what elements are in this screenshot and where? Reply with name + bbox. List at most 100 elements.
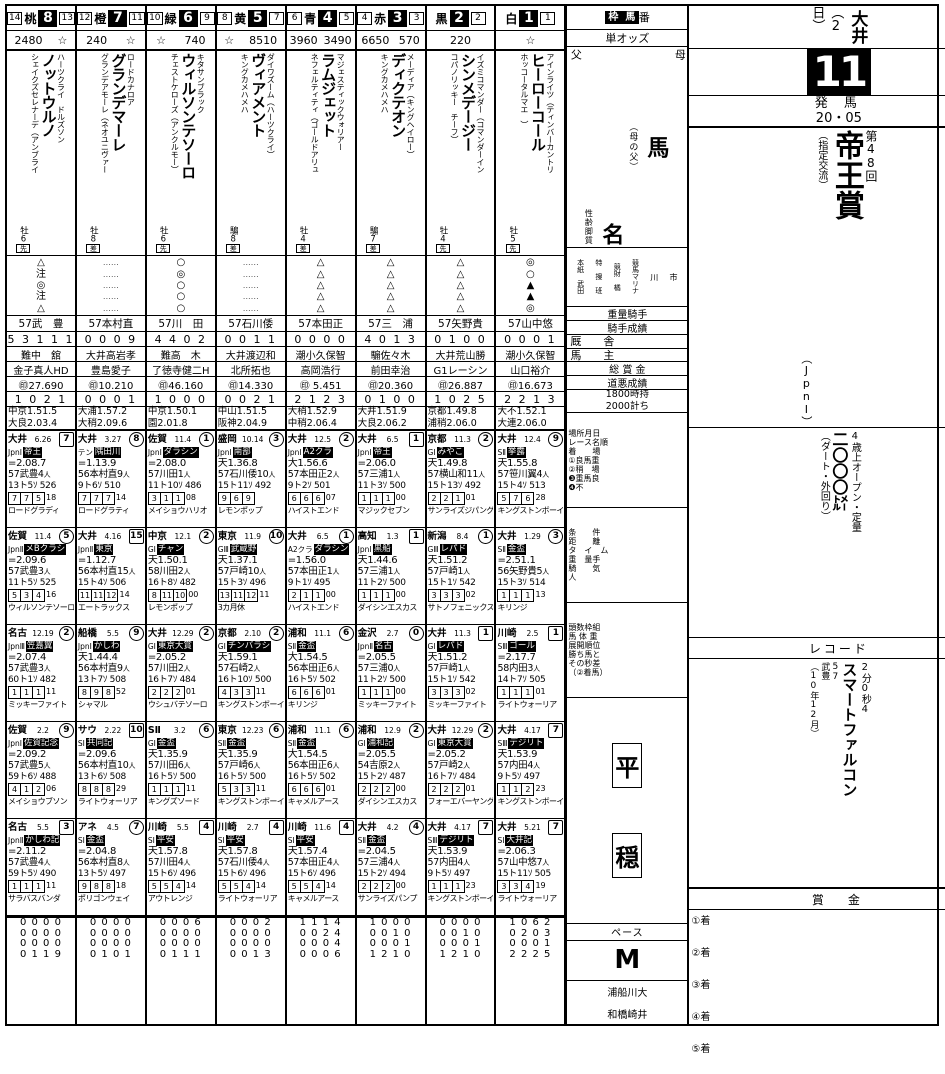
prediction-mark: ‥‥‥ [242,258,259,268]
sire-name: マジェスティックウォリアー [336,53,346,151]
past-race-winner: ダイシンエスカス [357,603,418,612]
past-race-block[interactable]: 大井 6.5 1 JpnⅠ 帝王 =2.06.0 57三浦1人 11ト3ｿ 500 1 1 1 00 マ… [356,431,425,528]
past-race-block[interactable]: 川崎 2.5 1 SⅢ ゴール =2.17.7 58内田3人 14ト7ｿ 505 1 1 1 01 ライ… [496,625,565,722]
past-race-block[interactable]: 大井 4.2 4 SⅡ 金盃 =2.04.5 57三浦4人 15ト2ｿ 494 2 2 2 00 サンラ… [356,819,425,916]
past-race-block[interactable]: 京都 11.3 2 GⅠ みやこ 天1.49.8 57横山和11人 15ト13ｿ 492 2 2 1… [426,431,495,528]
prediction-marks: ‥‥‥ ‥‥‥ ‥‥‥ ‥‥‥ ‥‥‥ [216,256,285,316]
prediction-mark: △ [386,302,395,314]
past-race-head: SⅡ 3.2 6 [148,723,214,738]
past-race-date: 12.5 [314,435,331,444]
past-race-corner: 2 [171,686,185,699]
past-race-block[interactable]: サウ 2.22 10 SⅠ 共同記 =2.09.6 56本村直10人 13ト6ｿ 508 8 8 8… [76,722,145,819]
past-race-block[interactable]: 東京 12.23 6 SⅡ 金盃 天1.35.9 57戸崎6人 16ト5ｿ 500 5 3 3 11 キ… [216,722,285,819]
past-race-block[interactable]: 金沢 2.7 0 JpnⅡ 名古 =2.05.5 57三浦0人 11ト2ｿ 500 1 1 1 00 ミ… [356,625,425,722]
past-race-block[interactable]: 東京 11.9 10 GⅢ 武蔵野 天1.37.1 57戸崎10人 15ト3ｿ 496 13 11… [216,528,285,625]
hist-label-14: 馬 体 重 [568,632,598,642]
past-race-block[interactable]: 名古 12.19 2 JpnⅢ 笠嘉翼 =2.07.4 57武豊3人 60ト1ｿ 482 1 1 1… [7,625,75,722]
past-race-block[interactable]: 佐賀 2.2 9 JpnⅠ 佐賀記念 =2.09.2 57武豊5人 59ト6ｿ 488 4 1 2 0… [7,722,75,819]
past-race-time: 天1.35.9 [217,749,258,760]
past-race-date: 2.5 [526,629,539,638]
horse-column[interactable]: 14 桃 8 13 2480 ☆ ハーツクライ ドルズソン ノットウルノ シェイクズセレナーデ（… [7,6,77,1024]
past-race-block[interactable]: 大井 4.17 7 SⅢ デジリト 天1.53.9 57内田4人 9ト5ｿ 497 1 1 1 23 キ… [426,819,495,916]
past-race-block[interactable]: 浦和 11.1 6 SⅡ 金盃 大1.54.5 56本田正6人 16ト5ｿ 502 6 6 6 01 キ… [286,625,355,722]
past-race-block[interactable]: 大井 12.29 2 GⅠ 東京大賞 =2.05.2 57川田2人 16ト7ｿ 484 2 2 2 0… [146,625,215,722]
horse-name-block[interactable]: キタサンブラック ウィルソンテソーロ チェストケローズ（アンクルモー） 牡6先 [146,51,215,256]
past-race-block[interactable]: 京都 2.10 2 GⅠ チンバラシ 天1.59.1 57石崎2人 16ト10ｿ 500 4 3 3… [216,625,285,722]
horse-name-block[interactable]: ダイワズーム（ハーツクライ） ヴィアメント キングカメハメハ 騸8差 [216,51,285,256]
past-race-class: GⅠ 金盃 [148,738,214,749]
horse-name-block[interactable]: イズミコマンダー（コマンダーイン シンメデージー コパノリッキー チーフ） 牡4先 [426,51,495,256]
past-race-block[interactable]: 佐賀 11.4 1 JpnⅠ ダラシン =2.08.0 57川田1人 11ト10ｿ 486 3 1… [146,431,215,528]
past-race-block[interactable]: 大井 12.4 9 SⅡ 挙露 天1.55.8 57笹川翼4人 15ト4ｿ 513 5 7 6 28 キ… [496,431,565,528]
past-race-block[interactable]: 川崎 5.5 4 SⅠ 平安 天1.57.8 57川田4人 15ト6ｿ 496 5 5 4 14 アウト… [146,819,215,916]
horse-name-block[interactable]: ロードカナロア グランデマーレ グランデアモーレ（ネオユニヴァー 牡8差 [76,51,145,256]
past-race-jockey: 57川田4人 [147,857,191,868]
past-race-positions: 2 2 2 01 [147,686,214,699]
horse-column[interactable]: 8 黄 5 7 ☆ 8510 ダイワズーム（ハーツクライ） ヴィアメント キングカメハメハ 騸8差… [216,6,287,1024]
past-race-name: 平安 [295,835,315,846]
past-race-block[interactable]: 浦和 11.1 6 SⅡ 金盃 大1.54.5 56本田正6人 16ト5ｿ 502 6 6 6 01 キ… [286,722,355,819]
past-race-block[interactable]: SⅡ 3.2 6 GⅠ 金盃 天1.35.9 57川田6人 16ト5ｿ 500 1 1 1 11 キング… [146,722,215,819]
past-race-finish: 6 [338,626,354,641]
past-race-block[interactable]: 大井 6.5 1 A2クラ ダラシン =1.56.0 57本田正1人 9ト1ｿ 495 2 1 1 0… [286,528,355,625]
horse-column[interactable]: 12 橙 7 11 240 ☆ ロードカナロア グランデマーレ グランデアモーレ（ネオユニヴァー… [76,6,147,1024]
past-race-block[interactable]: 大井 6.26 7 JpnⅠ 帝王 =2.08.7 57武豊4人 13ト5ｿ 526 7 7 5 18… [7,431,75,528]
past-race-block[interactable]: 大井 4.17 7 SⅢ デジリト 天1.53.9 57内田4人 9ト5ｿ 497 1 1 2 23 キ… [496,722,565,819]
past-race-block[interactable]: 名古 5.5 3 JpnⅡ かしわ記 =2.11.2 57武豊4人 59ト5ｿ 490 1 1 1 1… [7,819,75,916]
odds-value-2: 740 [184,33,206,47]
past-race-corner: 01 [465,784,476,793]
career-total-row: 0 1 1 1 [159,948,202,960]
hist-label-12: 人 [568,573,593,583]
prediction-mark: △ [456,279,465,291]
past-race-block[interactable]: 大井 4.16 15 JpnⅡ 東京 =1.12.7 56本村直15人 15ト4ｿ 506 11… [76,528,145,625]
past-race-winner: エートラックス [77,603,130,612]
past-race-block[interactable]: 川崎 11.6 4 SⅠ 平安 天1.57.4 57本田正4人 15ト6ｿ 496 5 5 4 14 キ… [286,819,355,916]
past-race-corner: 19 [535,881,546,890]
past-race-name: 浦和記 [366,738,395,749]
horse-name-block[interactable]: ハーツクライ ドルズソン ノットウルノ シェイクズセレナーデ（アンブライ 牡6先 [7,51,75,256]
waku-row[interactable]: 12 橙 7 11 [76,6,145,31]
horse-name-block[interactable]: メーディア（キングヘイロー） ディクテオン キングカメハメハ 騸7差 [356,51,425,256]
career-total-row: 1 1 1 4 [299,917,342,928]
past-race-block[interactable]: アネ 4.5 7 SⅠ 金盃 =2.04.8 56本村直8人 13ト5ｿ 497 9 8 8 18 ポリ… [76,819,145,916]
past-race-block[interactable]: 佐賀 11.4 5 JpnⅡ メBクラシ =2.09.6 57武豊3人 11ト5ｿ 525 5 3… [7,528,75,625]
past-race-block[interactable]: 大井 3.27 8 テン 隅田川 =1.13.9 56本村直9人 9ト6ｿ 510 7 7 7 14 ロ… [76,431,145,528]
waku-row[interactable]: 10 緑 6 9 [146,6,215,31]
past-race-block[interactable]: 川崎 2.7 4 SⅠ 平安 天1.57.8 57石川倭4人 15ト6ｿ 496 5 5 4 14 ライ… [216,819,285,916]
past-race-finish: 4 [198,820,214,835]
horse-column[interactable]: 4 赤 3 3 6650 570 メーディア（キングヘイロー） ディクテオン キングカメハメハ騸… [356,6,427,1024]
past-race-block[interactable]: 盛岡 10.14 3 JpnⅠ 南部 天1.36.8 57石川倭10人 15ト11ｿ 492 9… [216,431,285,528]
past-race-block[interactable]: 大井 1.29 3 SⅡ 金盃 =2.51.1 56矢野貴5人 15ト3ｿ 514 1 1 1 13 キ… [496,528,565,625]
past-race-class: SⅠ 平安 [148,835,214,846]
waku-row[interactable]: 14 桃 8 13 [7,6,75,31]
past-race-block[interactable]: 大井 11.3 1 GⅠ レパド 天1.51.2 57戸崎1人 15ト1ｿ 542 3 3 3 02 ミ… [426,625,495,722]
past-race-block[interactable]: 高知 1.3 1 JpnⅠ 黒船 天1.44.6 57三浦1人 11ト2ｿ 500 1 1 1 00 ダ… [356,528,425,625]
past-race-corner: 00 [395,687,406,696]
past-race-block[interactable]: 大井 5.21 7 SⅠ 大井記 =2.06.3 57山中悠7人 15ト11ｿ 505 3 3 4 1… [496,819,565,916]
past-race-block[interactable]: 浦和 12.9 2 GⅠ 浦和記 =2.05.5 54吉原2人 15ト2ｿ 487 2 2 2 00 ダ… [356,722,425,819]
past-race-block[interactable]: 船橋 5.5 9 JpnⅠ かしわ 天1.44.4 56本村直9人 13ト7ｿ 508 8 9 8 5… [76,625,145,722]
past-race-head: 佐賀 11.4 1 [148,432,214,447]
past-race-block[interactable]: 新潟 8.4 1 GⅢ レパド 天1.51.2 57戸崎1人 15ト1ｿ 542 3 3 3 02 サト… [426,528,495,625]
past-race-block[interactable]: 大井 12.5 2 JpnⅠ A2クラ 大1.56.6 57本田正2人 9ト2ｿ 501 6 6 6… [286,431,355,528]
horse-column[interactable]: 黒 2 2 220 イズミコマンダー（コマンダーイン シンメデージー コパノリッキー チーフ… [426,6,497,1024]
horse-column[interactable]: 6 青 4 5 3960 3490 マジェスティックウォリアー ラムジェット ネフェルティティ（… [286,6,357,1024]
past-race-corner: 11 [255,687,266,696]
horse-name-block[interactable]: アインライツ（ティンバーカントリ ヒーローコール ホッコータルマエ ） 牡5先 [496,51,565,256]
past-race-block[interactable]: 中京 12.1 2 GⅠ チャン 天1.50.1 58川田2人 16ト8ｿ 482 8 11 10 0… [146,528,215,625]
total-prize: ㊞20.360 [356,377,425,392]
past-race-venue: 大井 [497,725,517,736]
horse-column[interactable]: 白 1 1 ☆ アインライツ（ティンバーカントリ ヒーローコール ホッコータルマエ ）牡5先… [496,6,566,1024]
past-race-grade: JpnⅡ [77,545,94,554]
past-race-block[interactable]: 大井 12.29 2 GⅠ 東京大賞 =2.05.2 57戸崎2人 16ト7ｿ 484 2 2 2 0… [426,722,495,819]
horse-column[interactable]: 10 緑 6 9 ☆ 740 キタサンブラック ウィルソンテソーロ チェストケローズ（アンクルモ… [146,6,217,1024]
horse-name-block[interactable]: マジェスティックウォリアー ラムジェット ネフェルティティ（ゴールドアリュ 牡4差 [286,51,355,256]
